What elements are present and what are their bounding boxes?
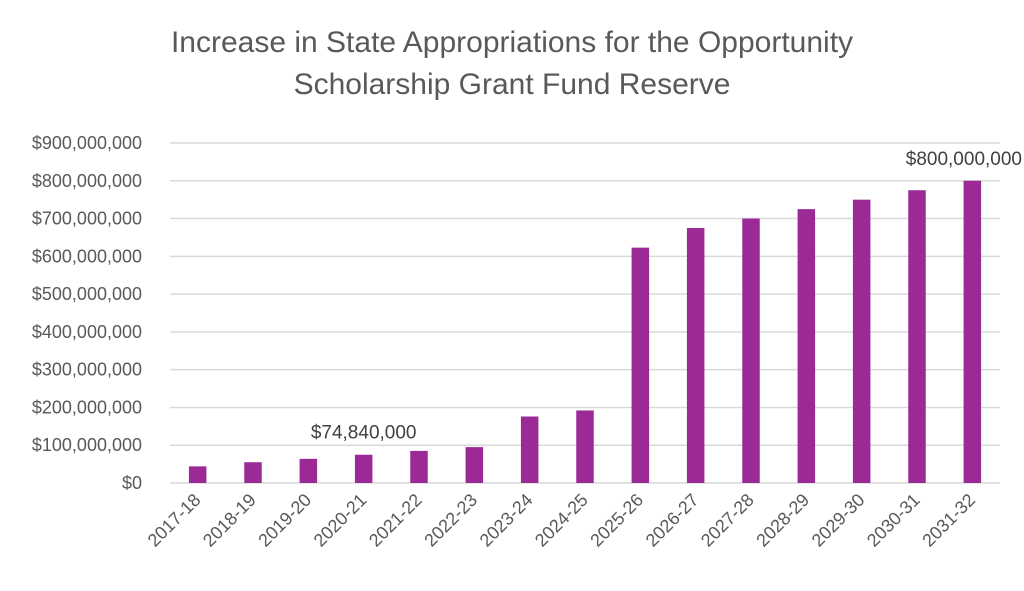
chart-title: Increase in State Appropriations for the… (0, 22, 1024, 106)
bar-2029-30 (852, 199, 871, 483)
x-tick-label: 2019-20 (254, 490, 315, 551)
y-tick-label: $400,000,000 (32, 322, 142, 342)
bar-2020-21 (354, 454, 373, 483)
x-tick-label: 2029-30 (808, 490, 869, 551)
x-tick-label: 2024-25 (531, 490, 592, 551)
y-tick-label: $800,000,000 (32, 171, 142, 191)
x-tick-label: 2017-18 (144, 490, 205, 551)
y-tick-label: $0 (122, 473, 142, 493)
data-labels: $74,840,000 $800,000,000 (311, 149, 1022, 444)
x-tick-label: 2018-19 (199, 490, 260, 551)
data-label-2031-32: $800,000,000 (906, 149, 1022, 170)
x-tick-label: 2022-23 (420, 490, 481, 551)
chart-title-line-1: Increase in State Appropriations for the… (170, 26, 854, 59)
x-axis-labels: 2017-182018-192019-202020-212021-222022-… (144, 490, 980, 551)
x-tick-label: 2027-28 (697, 490, 758, 551)
x-tick-label: 2025-26 (586, 490, 647, 551)
bar-2019-20 (299, 458, 318, 483)
x-tick-label: 2023-24 (476, 490, 537, 551)
x-tick-label: 2020-21 (310, 490, 371, 551)
bar-2024-25 (576, 410, 594, 483)
x-tick-label: 2031-32 (918, 490, 979, 551)
x-tick-label: 2026-27 (642, 490, 703, 551)
bar-2022-23 (465, 447, 484, 483)
chart-title-line-2: Scholarship Grant Fund Reserve (293, 68, 731, 101)
y-tick-label: $300,000,000 (32, 360, 142, 380)
bar-2017-18 (188, 466, 207, 483)
data-label-2020-21: $74,840,000 (311, 423, 417, 444)
bar-2021-22 (410, 450, 428, 483)
y-tick-label: $200,000,000 (32, 397, 142, 417)
x-tick-label: 2028-29 (752, 490, 813, 551)
bar-2030-31 (908, 190, 926, 483)
bar-2025-26 (631, 247, 650, 483)
y-tick-label: $900,000,000 (32, 133, 142, 153)
y-tick-label: $500,000,000 (32, 284, 142, 304)
x-tick-label: 2030-31 (863, 490, 924, 551)
bar-2026-27 (686, 228, 705, 483)
bar-2027-28 (742, 218, 760, 484)
y-axis-labels: $0 $100,000,000 $200,000,000 $300,000,000 $4… (32, 133, 142, 493)
x-tick-label: 2021-22 (365, 490, 426, 551)
bar-2023-24 (520, 416, 539, 483)
bar-2028-29 (797, 209, 816, 483)
y-tick-label: $600,000,000 (32, 246, 142, 266)
y-tick-label: $100,000,000 (32, 435, 142, 455)
bar-2018-19 (244, 462, 262, 483)
bars (188, 180, 982, 484)
y-tick-label: $700,000,000 (32, 209, 142, 229)
bar-2031-32 (963, 180, 982, 483)
